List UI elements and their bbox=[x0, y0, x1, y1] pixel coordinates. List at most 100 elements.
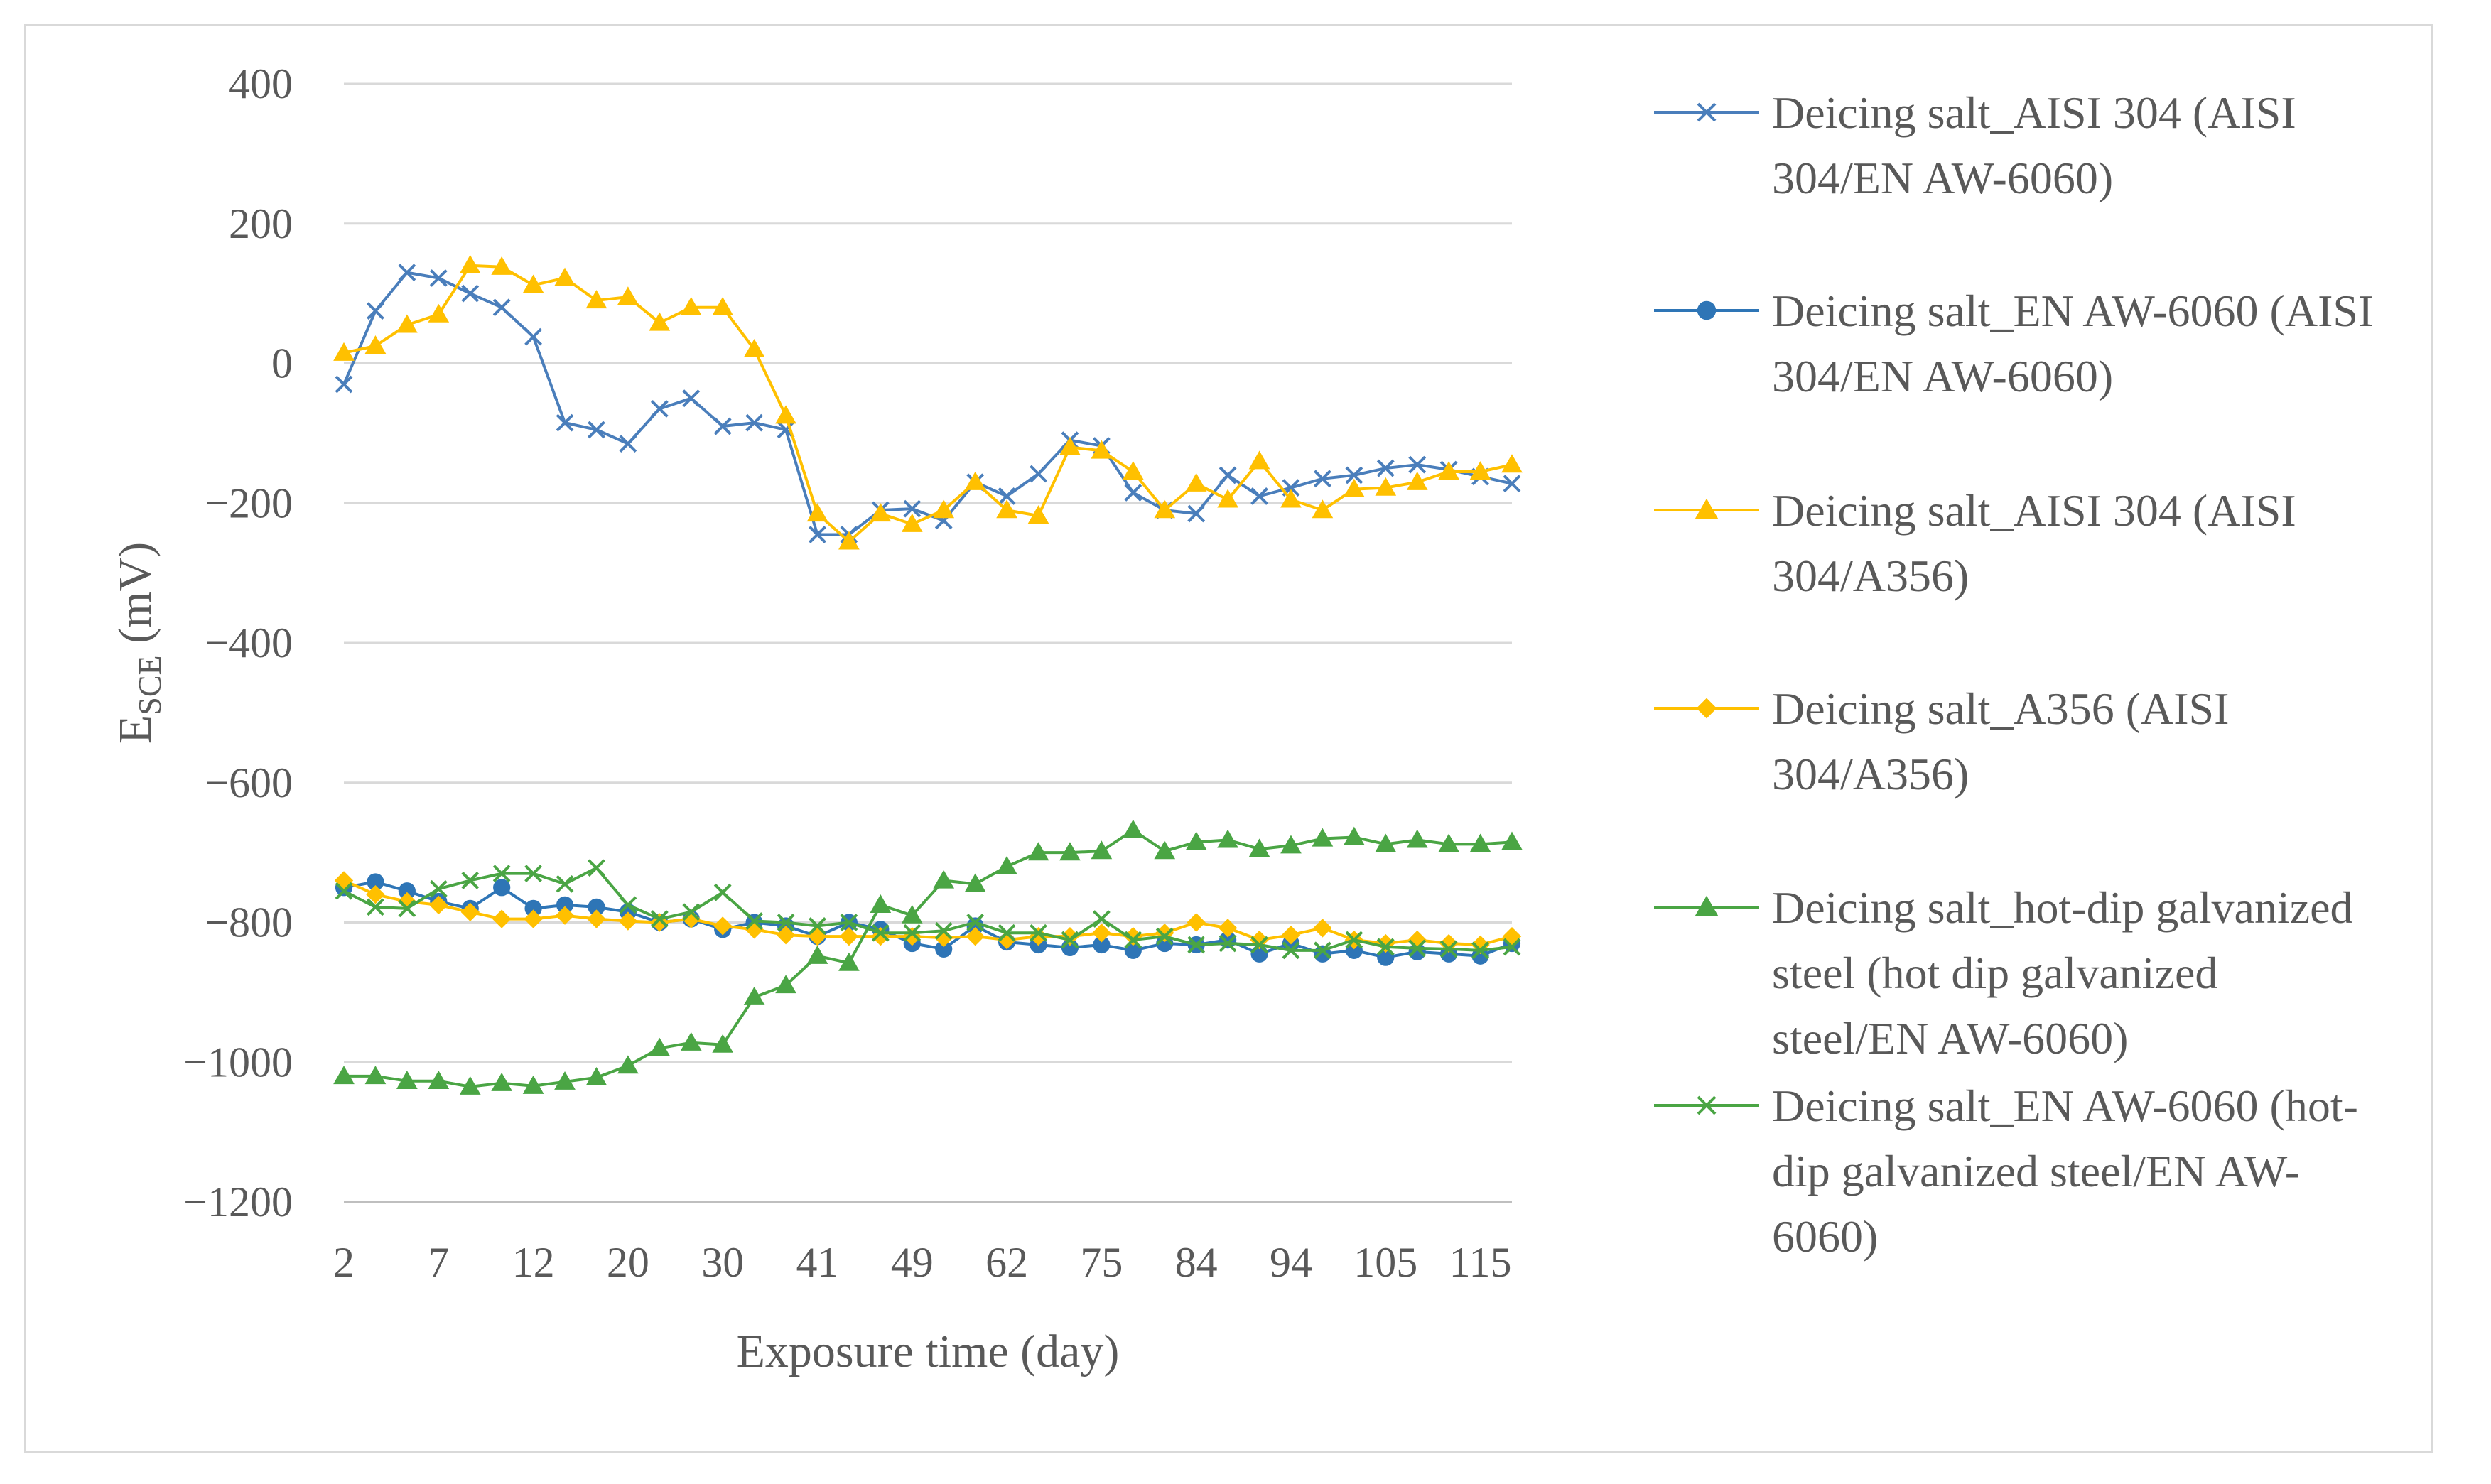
legend-label: Deicing salt_A356 (AISI 304/A356) bbox=[1772, 683, 2229, 799]
x-marker-stroke bbox=[367, 302, 384, 320]
x-marker-stroke bbox=[588, 421, 605, 439]
x-marker-stroke bbox=[1030, 465, 1047, 483]
triangle-marker bbox=[680, 1031, 702, 1051]
x-marker bbox=[1155, 927, 1174, 946]
legend-item-2: Deicing salt_EN AW-6060 (AISI 304/EN AW-6… bbox=[1654, 286, 2373, 401]
x-tick-label: 94 bbox=[1270, 1239, 1312, 1286]
legend-label-line: 6060) bbox=[1772, 1211, 1878, 1262]
x-marker-stroke bbox=[1697, 1095, 1717, 1115]
x-marker-stroke bbox=[1503, 475, 1521, 493]
x-marker bbox=[682, 389, 701, 408]
series-line bbox=[344, 828, 1513, 1088]
x-marker-stroke bbox=[398, 264, 416, 282]
legend-label-line: steel/EN AW-6060) bbox=[1772, 1013, 2128, 1063]
x-tick-label: 49 bbox=[891, 1239, 934, 1286]
x-marker-stroke bbox=[713, 883, 732, 901]
triangle-marker bbox=[901, 513, 923, 532]
x-marker-stroke bbox=[998, 924, 1016, 942]
circle-marker bbox=[1697, 300, 1717, 320]
x-marker-stroke bbox=[1124, 484, 1142, 502]
triangle-marker bbox=[459, 254, 481, 273]
x-marker bbox=[1124, 931, 1142, 949]
triangle-marker bbox=[1501, 454, 1523, 473]
triangle-marker bbox=[364, 1066, 387, 1085]
triangle-marker bbox=[1343, 826, 1365, 845]
triangle-marker bbox=[1185, 831, 1207, 850]
y-tick-label: −600 bbox=[205, 759, 293, 806]
triangle-marker bbox=[1312, 828, 1334, 847]
x-marker-stroke bbox=[650, 910, 669, 928]
triangle-marker bbox=[459, 1076, 481, 1095]
triangle-marker bbox=[554, 1071, 576, 1090]
x-marker bbox=[809, 917, 826, 935]
legend-label-line: Deicing salt_hot-dip galvanized bbox=[1772, 882, 2353, 933]
y-axis-ticks: 400 200 0 −200 −400 −600 −800 −1000 −1200 bbox=[183, 60, 293, 1225]
legend-label-line: Deicing salt_EN AW-6060 (AISI bbox=[1772, 286, 2373, 336]
x-marker-stroke bbox=[1092, 910, 1111, 928]
x-marker bbox=[871, 924, 890, 942]
circle-marker bbox=[556, 896, 574, 914]
x-marker bbox=[1345, 466, 1363, 484]
triangle-marker bbox=[712, 1034, 734, 1053]
legend-item-4: Deicing salt_A356 (AISI 304/A356) bbox=[1654, 683, 2229, 799]
triangle-marker bbox=[1438, 461, 1459, 480]
diamond-marker bbox=[808, 926, 827, 946]
legend-label: Deicing salt_EN AW-6060 (AISI 304/EN AW-6… bbox=[1772, 286, 2373, 401]
triangle-marker bbox=[712, 296, 734, 315]
triangle-marker bbox=[1091, 840, 1113, 860]
triangle-marker bbox=[491, 256, 513, 275]
circle-marker bbox=[935, 940, 953, 958]
triangle-marker bbox=[1343, 478, 1365, 497]
triangle-marker bbox=[554, 267, 576, 286]
x-marker bbox=[934, 921, 953, 940]
triangle-marker bbox=[838, 531, 860, 550]
triangle-marker bbox=[1059, 436, 1081, 455]
x-marker bbox=[650, 400, 669, 418]
triangle-marker bbox=[901, 904, 923, 924]
x-marker bbox=[335, 375, 353, 394]
x-marker bbox=[367, 898, 384, 916]
x-marker-stroke bbox=[871, 924, 890, 942]
x-marker-stroke bbox=[524, 865, 543, 883]
x-marker bbox=[1313, 470, 1331, 488]
triangle-marker bbox=[1375, 833, 1397, 852]
triangle-marker bbox=[870, 503, 892, 522]
triangle-marker bbox=[1695, 895, 1719, 916]
legend-label-line: Deicing salt_AISI 304 (AISI bbox=[1772, 485, 2296, 536]
x-tick-label: 20 bbox=[607, 1239, 649, 1286]
diamond-marker bbox=[934, 928, 953, 948]
triangle-marker bbox=[1091, 440, 1113, 459]
x-marker bbox=[1219, 934, 1237, 953]
x-tick-label: 84 bbox=[1175, 1239, 1218, 1286]
diamond-marker bbox=[587, 909, 606, 928]
x-marker-stroke bbox=[745, 912, 764, 930]
triangle-marker bbox=[1217, 489, 1238, 508]
triangle-marker bbox=[333, 1066, 355, 1085]
x-marker-stroke bbox=[335, 882, 353, 900]
x-marker-stroke bbox=[650, 400, 669, 418]
x-marker-stroke bbox=[429, 879, 448, 898]
x-marker-stroke bbox=[1219, 466, 1237, 484]
x-marker bbox=[809, 526, 826, 543]
legend-label-line: 304/A356) bbox=[1772, 551, 1969, 601]
legend-item-6: Deicing salt_EN AW-6060 (hot-dip galvani… bbox=[1654, 1080, 2358, 1262]
diamond-marker bbox=[902, 926, 922, 946]
legend: Deicing salt_AISI 304 (AISI 304/EN AW-606… bbox=[1654, 87, 2373, 1262]
series-group bbox=[333, 254, 1523, 1095]
triangle-marker bbox=[1154, 840, 1176, 860]
legend-label-line: Deicing salt_AISI 304 (AISI bbox=[1772, 87, 2296, 138]
circle-marker bbox=[966, 917, 984, 935]
circle-marker bbox=[588, 898, 605, 916]
diamond-marker bbox=[1696, 698, 1717, 719]
y-tick-label: −1200 bbox=[183, 1179, 293, 1225]
legend-label: Deicing salt_EN AW-6060 (hot-dip galvani… bbox=[1772, 1080, 2358, 1262]
x-marker bbox=[998, 924, 1016, 942]
x-marker bbox=[1697, 1095, 1717, 1115]
x-marker bbox=[398, 899, 416, 918]
triangle-marker bbox=[522, 1075, 544, 1094]
gridlines bbox=[344, 82, 1512, 1063]
chart-frame bbox=[24, 24, 2433, 1453]
x-marker bbox=[524, 865, 543, 883]
triangle-marker bbox=[1280, 835, 1302, 854]
triangle-marker bbox=[775, 975, 796, 994]
